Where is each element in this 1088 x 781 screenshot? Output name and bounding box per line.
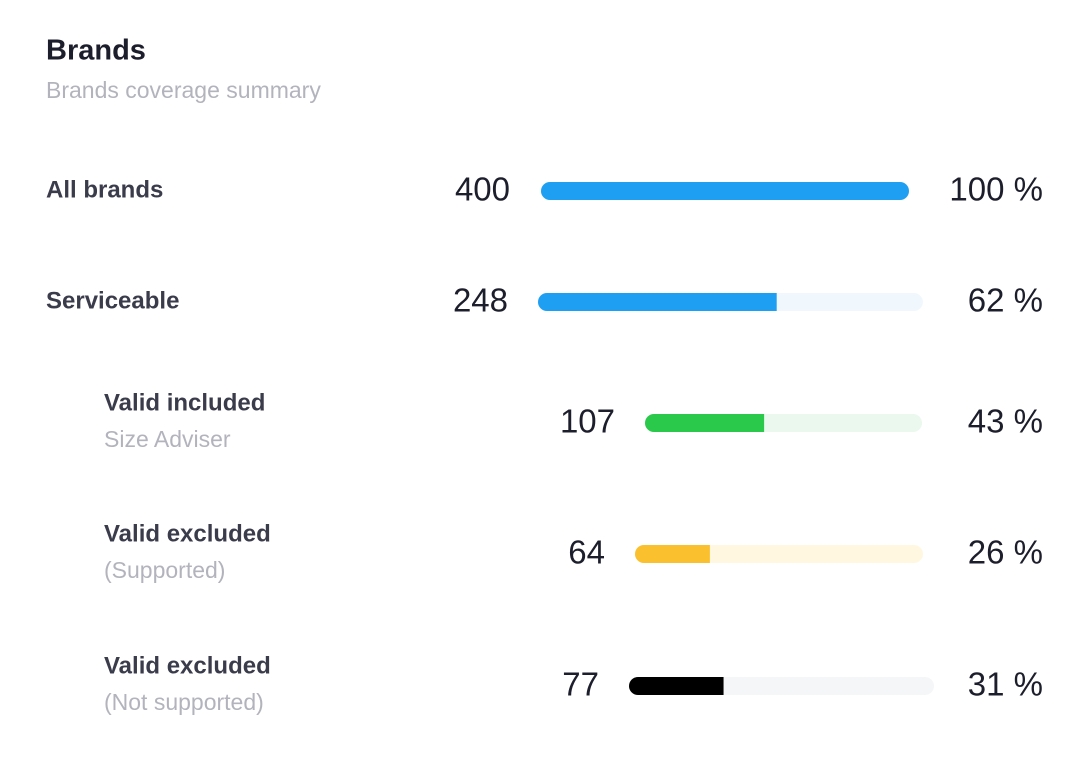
row-count: 77: [562, 666, 599, 703]
row-count: 107: [560, 403, 615, 440]
card-subtitle: Brands coverage summary: [46, 77, 321, 103]
row-count: 248: [453, 282, 508, 319]
row-percent: 62 %: [968, 282, 1043, 319]
row-count: 400: [455, 171, 510, 208]
row-label: Valid included: [104, 389, 265, 416]
row-sublabel: (Not supported): [104, 689, 264, 715]
bar-fill: [635, 545, 710, 563]
bar-fill: [538, 293, 777, 311]
bar-fill: [629, 677, 724, 695]
row-sublabel: (Supported): [104, 557, 225, 583]
row-count: 64: [568, 534, 605, 571]
row-label: Valid excluded: [104, 652, 271, 679]
card-title: Brands: [46, 35, 146, 67]
bar-fill: [645, 414, 765, 432]
row-label: Valid excluded: [104, 520, 271, 547]
bar-fill: [541, 182, 909, 200]
row-percent: 100 %: [949, 171, 1043, 208]
row-label: All brands: [46, 176, 163, 203]
row-label: Serviceable: [46, 287, 179, 314]
row-sublabel: Size Adviser: [104, 426, 231, 452]
row-percent: 26 %: [968, 534, 1043, 571]
row-percent: 43 %: [968, 403, 1043, 440]
row-percent: 31 %: [968, 666, 1043, 703]
